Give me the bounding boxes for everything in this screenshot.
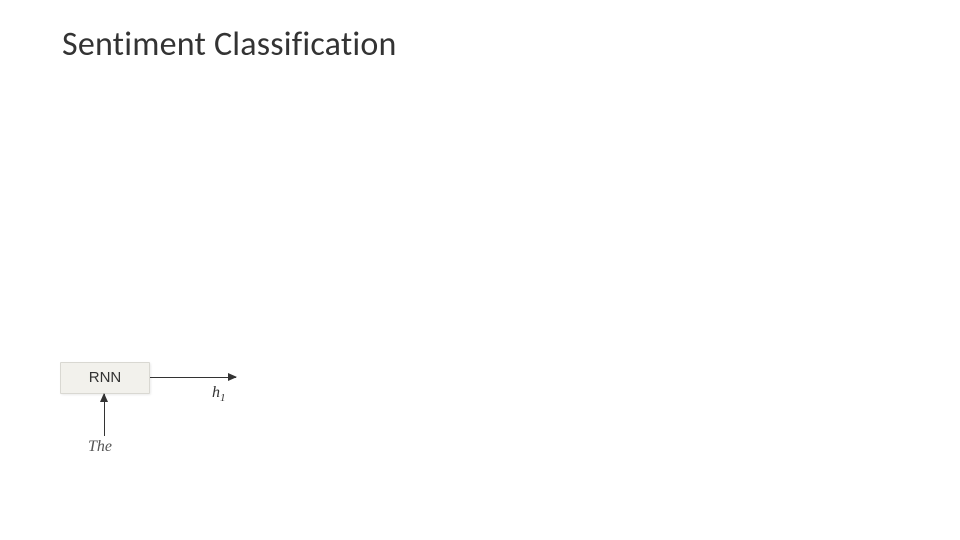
- hidden-state-subscript: 1: [220, 392, 226, 404]
- input-word-label: The: [88, 438, 112, 456]
- page-title: Sentiment Classification: [62, 24, 397, 65]
- rnn-diagram: RNN h1 The: [60, 340, 300, 480]
- arrow-up-icon: [104, 394, 105, 436]
- arrow-right-icon: [150, 377, 236, 378]
- rnn-node: RNN: [60, 362, 150, 394]
- hidden-state-h: h: [212, 384, 220, 401]
- hidden-state-label: h1: [212, 384, 226, 404]
